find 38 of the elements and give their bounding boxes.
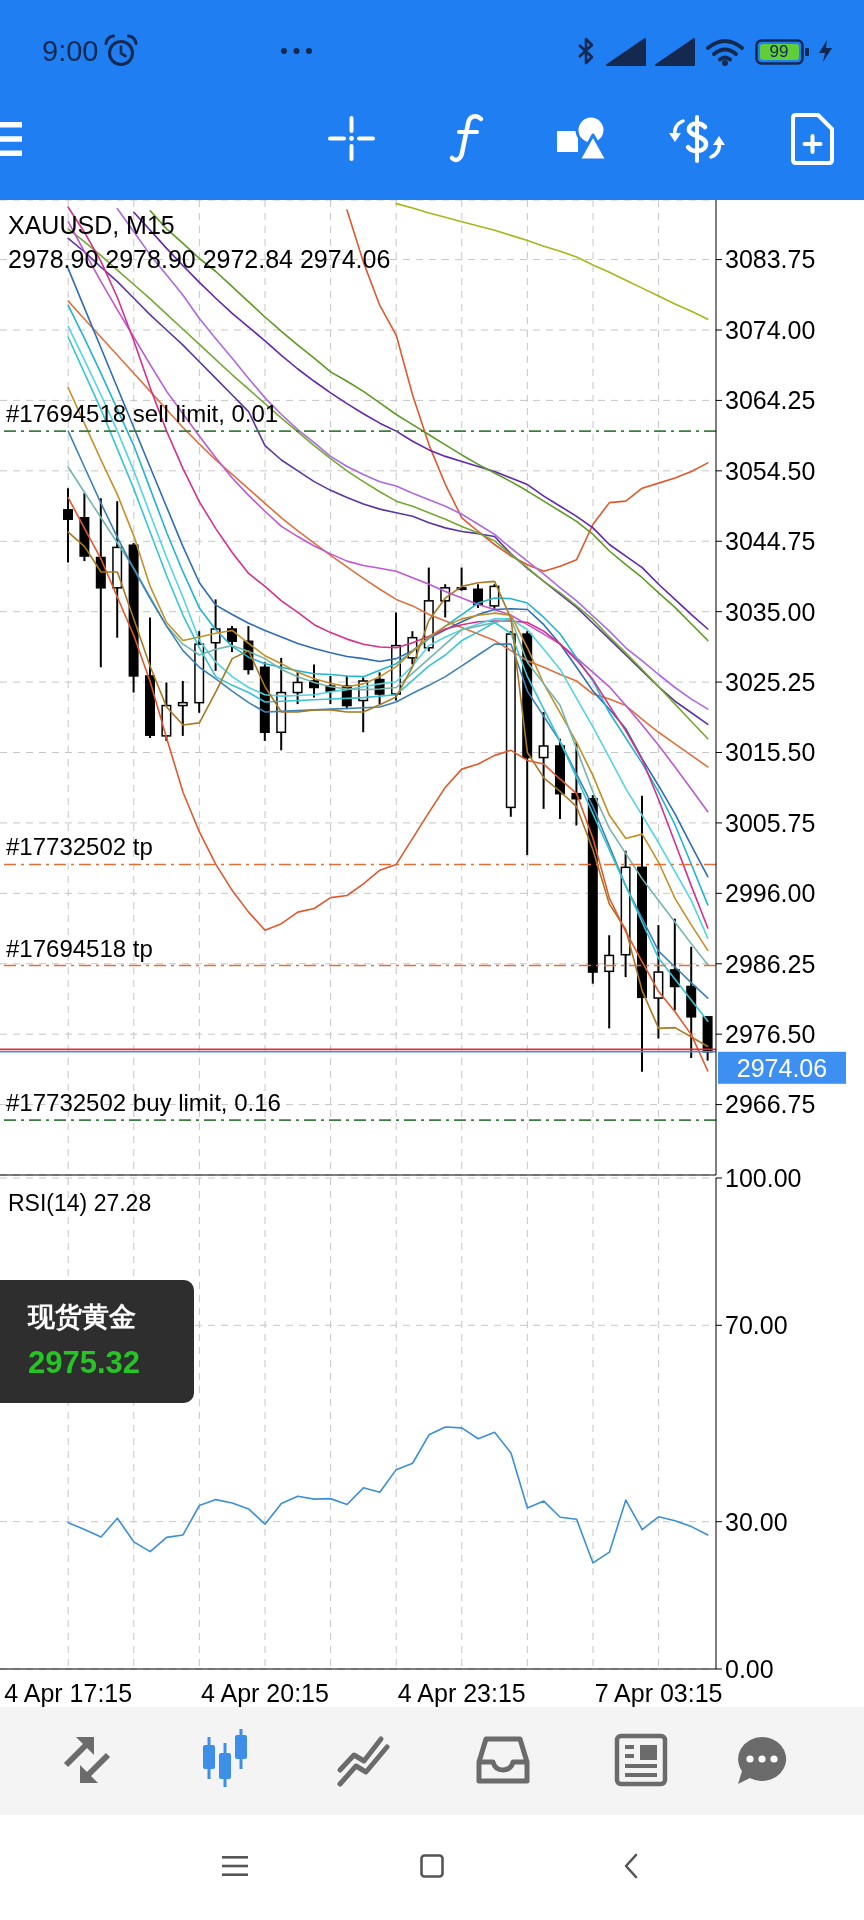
text: RSI(14) 27.28 <box>8 1189 152 1218</box>
x-tick-label: 7 Apr 03:15 <box>594 1679 723 1707</box>
x-tick-label: 4 Apr 20:15 <box>201 1679 329 1707</box>
y-tick-label: 3035.00 <box>725 597 816 626</box>
y-tick-label: 2996.00 <box>725 879 816 908</box>
ref-line-label: #17732502 buy limit, 0.16 <box>6 1089 281 1117</box>
y-tick-label: 0.00 <box>725 1654 774 1683</box>
y-tick-label: 100.00 <box>725 1163 802 1192</box>
candlestick <box>538 711 549 810</box>
y-tick-label: 2966.75 <box>725 1090 816 1119</box>
y-tick-label: 3044.75 <box>725 527 816 556</box>
quote-panel: 现货黄金 2975.32 <box>0 1280 194 1403</box>
line-series <box>395 202 709 320</box>
candlestick <box>63 487 73 564</box>
ref-line-label: #17694518 tp <box>6 934 153 962</box>
y-tick-label: 3054.50 <box>725 456 816 485</box>
ref-line-label: 2974.06 <box>736 1053 828 1082</box>
candlestick <box>177 680 188 737</box>
annotation: 2975.32 <box>28 1344 141 1382</box>
text: 99 <box>757 42 801 62</box>
x-tick-label: 4 Apr 17:15 <box>4 1679 133 1707</box>
y-tick-label: 3025.25 <box>725 667 816 696</box>
ref-line-label: #17732502 tp <box>6 833 153 861</box>
y-tick-label: 70.00 <box>725 1311 788 1340</box>
y-tick-label: 2986.25 <box>725 949 816 978</box>
y-tick-label: 2976.50 <box>725 1020 816 1049</box>
y-tick-label: 3083.75 <box>725 245 816 274</box>
candlestick <box>292 671 303 706</box>
y-tick-label: 3015.50 <box>725 738 816 767</box>
y-tick-label: 3005.75 <box>725 808 816 837</box>
line-series <box>67 1426 709 1564</box>
y-tick-label: 3074.00 <box>725 315 816 344</box>
y-tick-label: 30.00 <box>725 1507 788 1536</box>
text: 9:00 <box>42 34 99 68</box>
x-tick-label: 4 Apr 23:15 <box>397 1679 526 1707</box>
y-tick-label: 3064.25 <box>725 386 816 415</box>
annotation: 现货黄金 <box>28 1300 136 1334</box>
candlestick <box>604 934 615 1030</box>
